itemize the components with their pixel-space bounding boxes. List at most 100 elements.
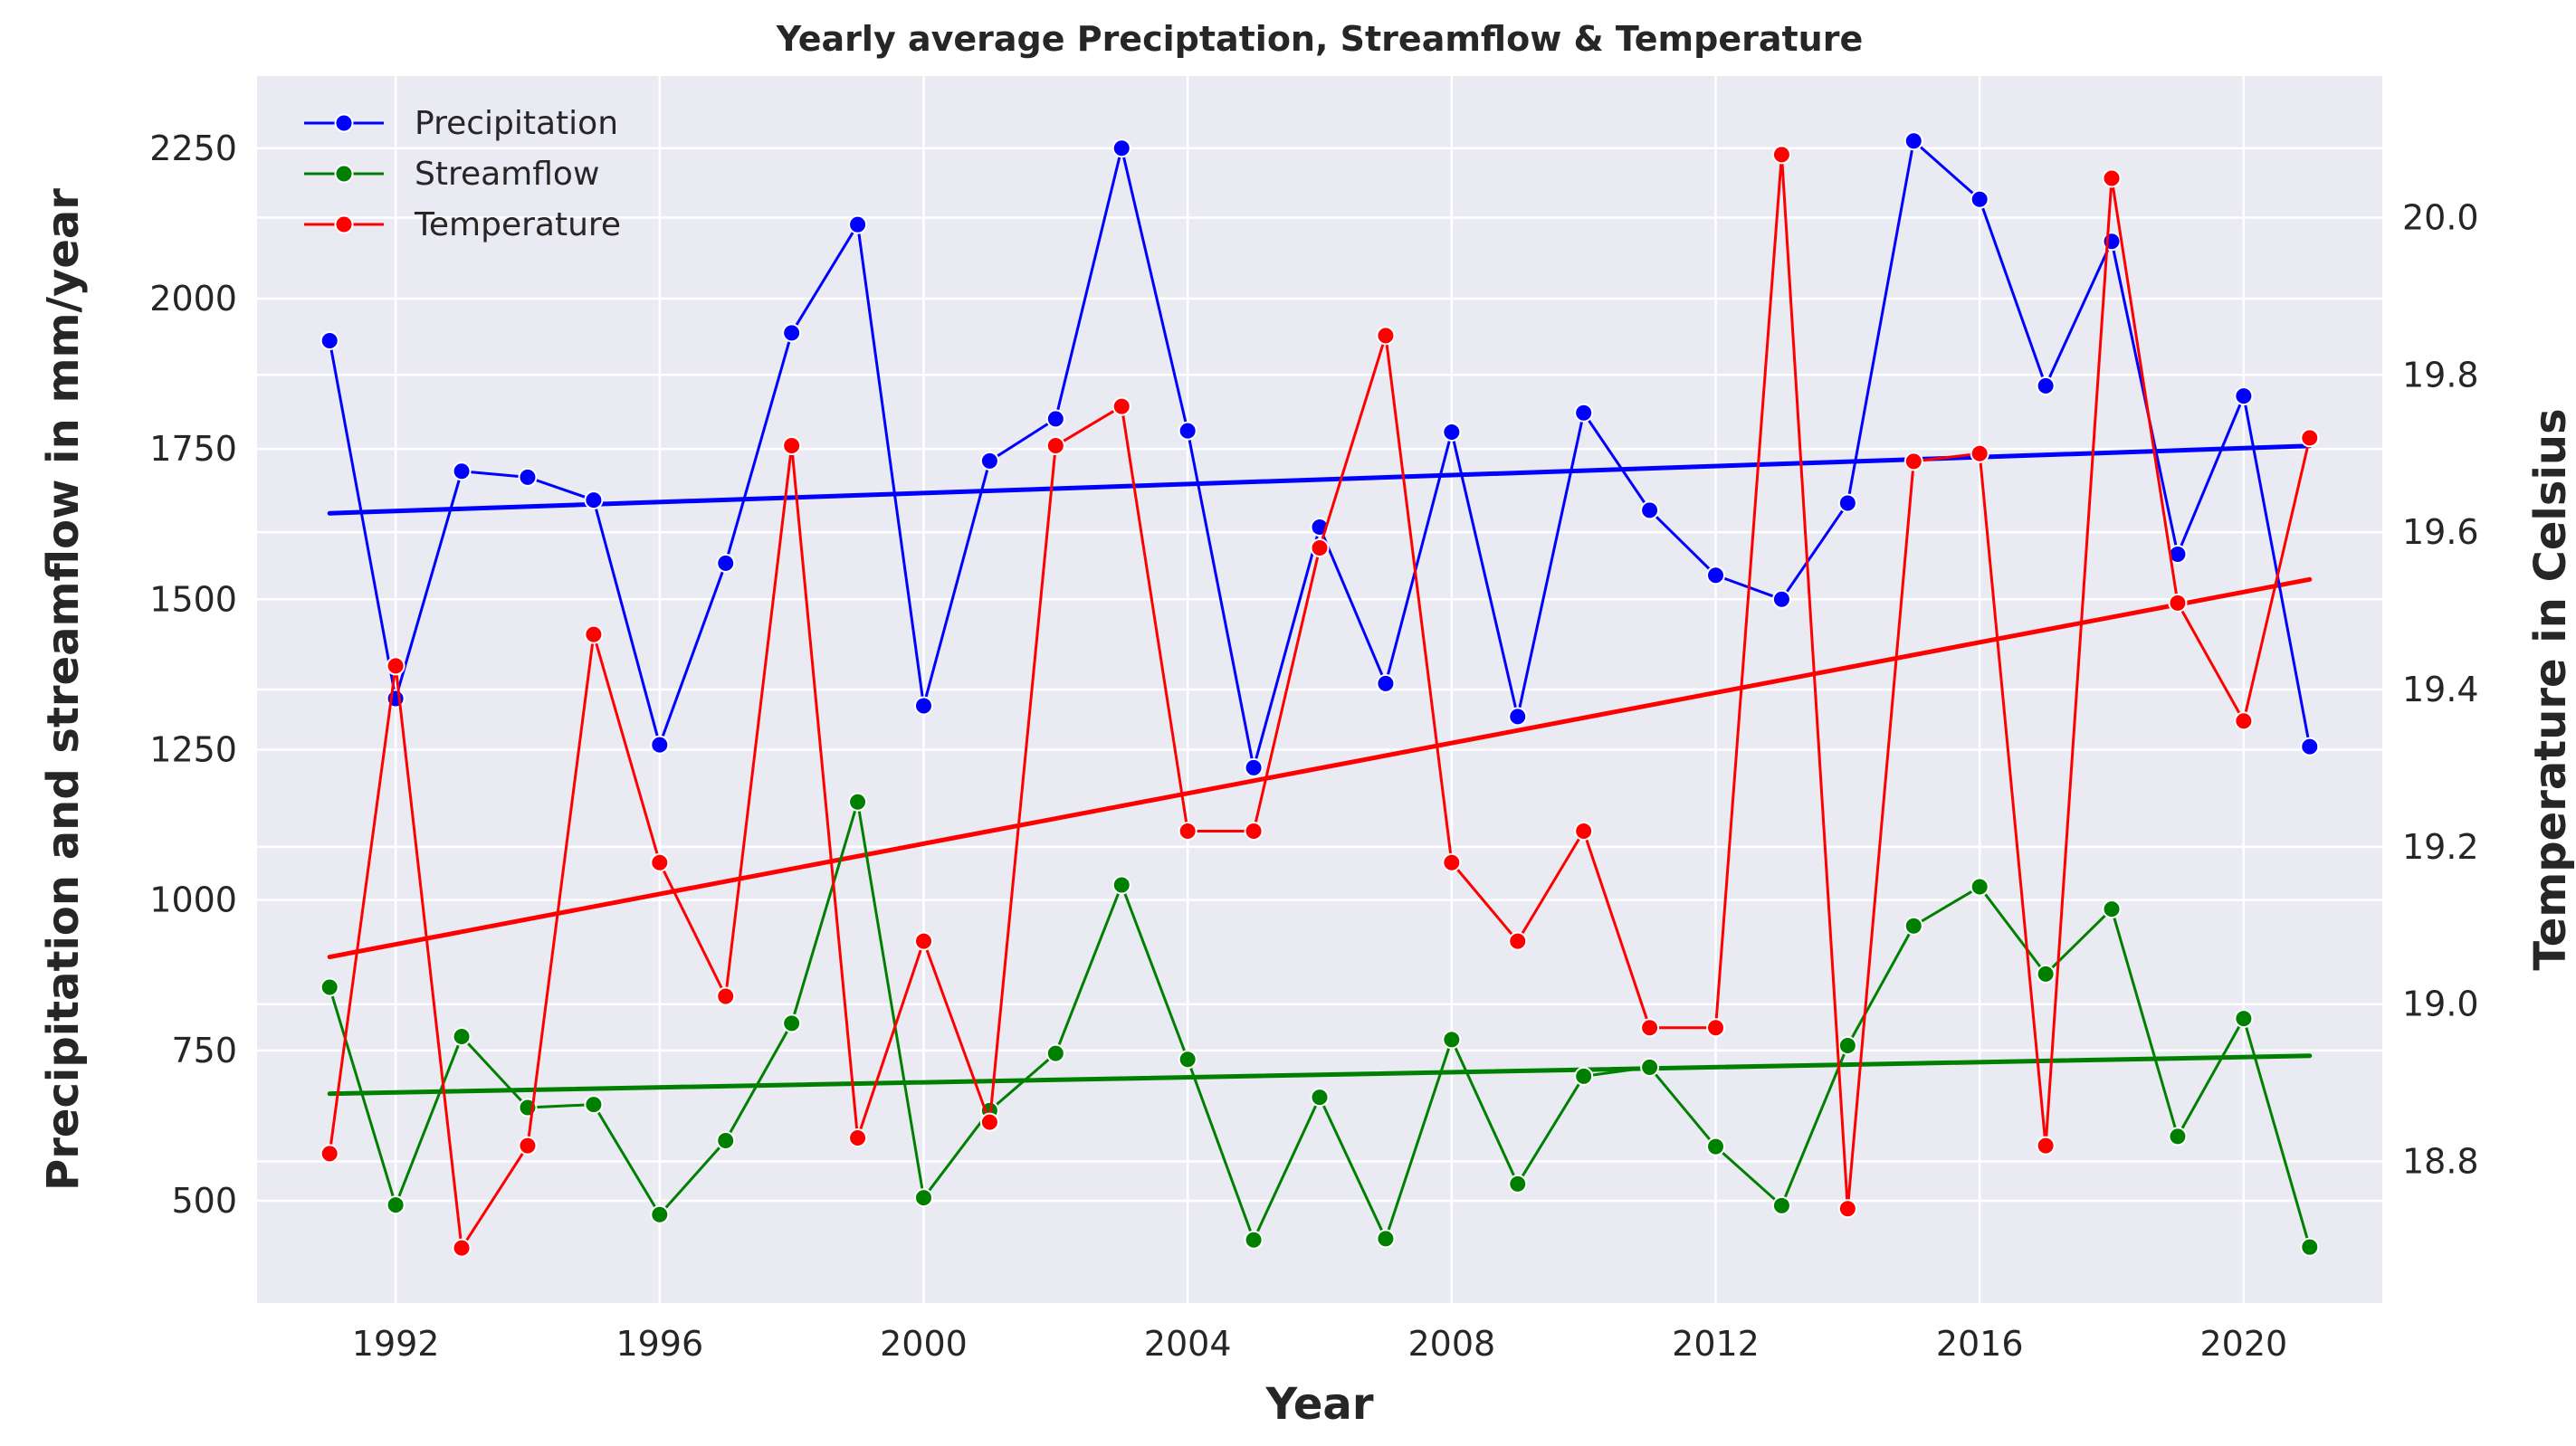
temperature-point: [320, 1144, 339, 1164]
y-tick-label-left: 500: [171, 1181, 237, 1221]
precipitation-point: [1837, 493, 1857, 513]
precipitation-point: [1111, 138, 1131, 158]
temperature-point: [1111, 396, 1131, 416]
temperature-point: [2300, 428, 2320, 448]
temperature-point: [518, 1136, 538, 1156]
temperature-point: [452, 1238, 472, 1258]
y-tick-label-right: 19.6: [2402, 512, 2479, 552]
legend: Precipitation Streamflow Temperature: [304, 105, 621, 243]
streamflow-point: [1310, 1088, 1330, 1108]
precipitation-point: [1045, 409, 1065, 429]
y-tick-label-left: 2250: [149, 128, 237, 168]
y-axis-label-left: Precipitation and streamflow in mm/year: [38, 188, 89, 1191]
streamflow-point: [1045, 1043, 1065, 1063]
temperature-point: [1508, 931, 1528, 951]
temperature-point: [1706, 1018, 1726, 1038]
temperature-legend-label: Temperature: [414, 206, 621, 243]
temperature-point: [2234, 711, 2254, 731]
streamflow-point: [1442, 1030, 1462, 1050]
precipitation-point: [782, 323, 802, 343]
x-tick-label: 2000: [880, 1324, 968, 1364]
streamflow-point: [1771, 1195, 1791, 1215]
temperature-point: [1574, 821, 1594, 841]
precipitation-point: [1771, 589, 1791, 609]
temperature-point: [913, 931, 933, 951]
y-tick-label-right: 19.4: [2402, 670, 2479, 709]
precipitation-point: [913, 696, 933, 716]
temperature-point: [979, 1112, 999, 1132]
temperature-point: [2036, 1136, 2056, 1156]
streamflow-point: [2300, 1237, 2320, 1257]
precipitation-point: [1508, 707, 1528, 727]
streamflow-point: [1640, 1057, 1660, 1077]
precipitation-point: [1442, 423, 1462, 442]
precipitation-point: [848, 214, 868, 234]
y-tick-label-left: 1750: [149, 429, 237, 469]
temperature-point: [584, 624, 604, 644]
y-tick-label-left: 1000: [149, 880, 237, 920]
streamflow-legend-label: Streamflow: [415, 156, 599, 193]
precipitation-point: [1376, 673, 1396, 693]
streamflow-point: [1376, 1229, 1396, 1249]
precipitation-legend-label: Precipitation: [415, 105, 618, 142]
streamflow-point: [1111, 875, 1131, 895]
streamflow-point: [1244, 1230, 1264, 1250]
temperature-point: [1442, 852, 1462, 872]
streamflow-point: [386, 1195, 405, 1215]
grid: [257, 76, 2382, 1303]
temperature-point: [2168, 593, 2188, 613]
streamflow-point: [1706, 1137, 1726, 1156]
chart-title: Yearly average Preciptation, Streamflow …: [776, 19, 1864, 59]
x-axis-label: Year: [1265, 1379, 1374, 1430]
y-tick-label-left: 2000: [149, 279, 237, 319]
precipitation-point: [1903, 131, 1923, 151]
temperature-point: [1970, 443, 1989, 463]
precipitation-point: [2234, 386, 2254, 406]
precipitation-point: [1574, 403, 1594, 423]
ticks: 1992 1996 2000 2004 2008 2012 2016 2020 500 750 10…: [149, 128, 2478, 1364]
streamflow-point: [2036, 964, 2056, 984]
temperature-point: [1045, 436, 1065, 456]
temperature-point: [848, 1127, 868, 1147]
streamflow-point: [1178, 1050, 1197, 1070]
streamflow-point: [650, 1204, 670, 1224]
precipitation-point: [979, 451, 999, 471]
x-tick-label: 1992: [352, 1324, 440, 1364]
y-tick-label-left: 1250: [149, 729, 237, 769]
precipitation-point: [452, 461, 472, 481]
streamflow-point: [320, 977, 339, 997]
x-tick-label: 1996: [615, 1324, 703, 1364]
temperature-point: [650, 852, 670, 872]
streamflow-point: [848, 792, 868, 812]
x-tick-label: 2004: [1144, 1324, 1232, 1364]
temperature-point: [782, 436, 802, 456]
streamflow-point: [1574, 1066, 1594, 1086]
precipitation-point: [716, 553, 736, 573]
temperature-point: [2102, 168, 2122, 188]
temperature-point: [1640, 1018, 1660, 1038]
temperature-point: [1771, 145, 1791, 165]
temperature-point: [716, 986, 736, 1006]
streamflow-legend-marker: [334, 164, 354, 184]
temperature-legend-marker: [334, 214, 354, 234]
temperature-point: [1837, 1199, 1857, 1219]
y-tick-label-right: 18.8: [2402, 1142, 2479, 1182]
temperature-point: [1244, 821, 1264, 841]
streamflow-point: [2234, 1009, 2254, 1029]
precipitation-point: [518, 467, 538, 487]
streamflow-point: [584, 1095, 604, 1115]
precipitation-point: [2300, 737, 2320, 756]
y-tick-label-right: 20.0: [2402, 197, 2479, 237]
streamflow-point: [716, 1131, 736, 1151]
precipitation-point: [650, 735, 670, 755]
streamflow-point: [1837, 1036, 1857, 1056]
streamflow-point: [782, 1013, 802, 1033]
x-tick-label: 2008: [1407, 1324, 1495, 1364]
streamflow-point: [1508, 1174, 1528, 1194]
precipitation-point: [2036, 376, 2056, 395]
y-tick-label-left: 750: [171, 1031, 237, 1070]
streamflow-trend-line: [327, 1053, 2313, 1097]
temperature-point: [1310, 538, 1330, 558]
streamflow-point: [2168, 1127, 2188, 1146]
